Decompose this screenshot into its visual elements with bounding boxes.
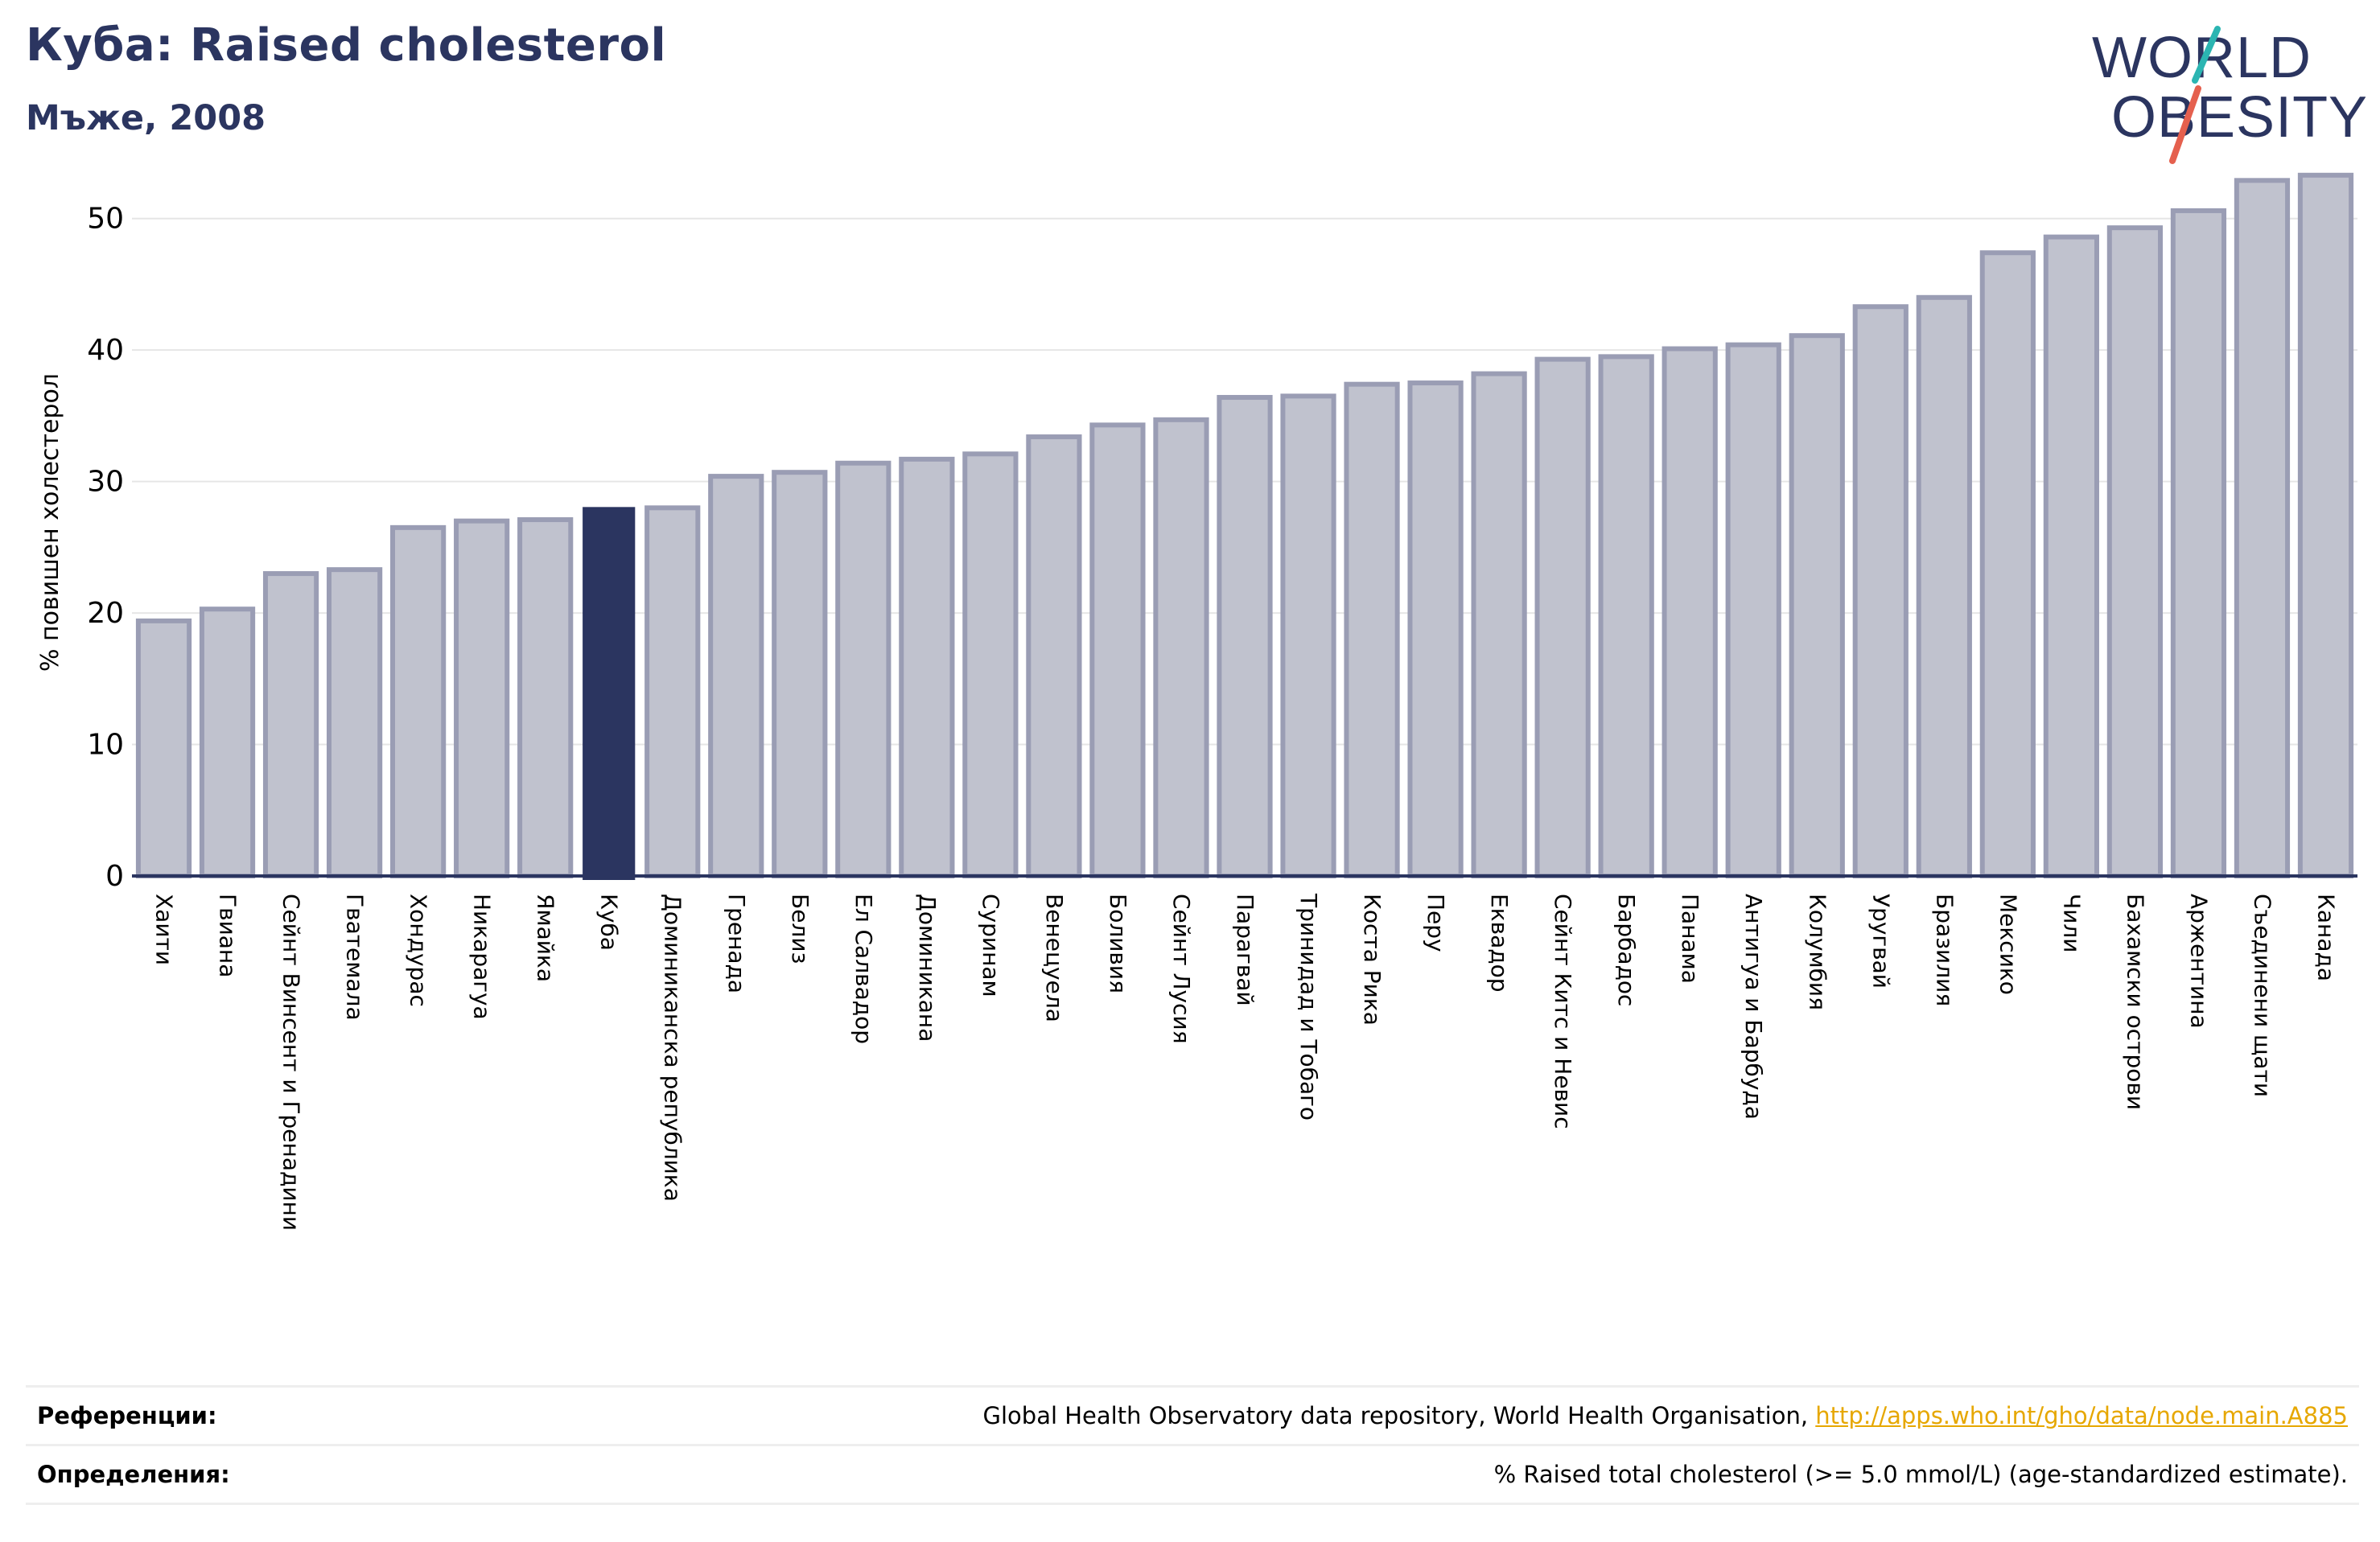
bar [708, 474, 764, 879]
bar [2234, 178, 2291, 879]
bar [2297, 172, 2354, 878]
y-tick-label: 10 [87, 729, 124, 762]
references-table: Референции: Global Health Observatory da… [26, 1385, 2359, 1505]
x-tick-label: Барбадос [1613, 894, 1640, 1006]
bar [454, 518, 510, 878]
logo-slash-coral [2169, 85, 2201, 164]
definitions-row: Определения: % Raised total cholesterol … [26, 1444, 2359, 1505]
x-tick-label: Гренада [723, 894, 750, 993]
references-row: Референции: Global Health Observatory da… [26, 1385, 2359, 1444]
bar [899, 456, 955, 878]
bar [1534, 356, 1591, 878]
x-tick-label: Венецуела [1041, 894, 1068, 1022]
x-tick-label: Белиз [787, 894, 813, 964]
x-tick-label: Перу [1423, 894, 1449, 952]
bar [1471, 371, 1527, 878]
bar [1344, 381, 1400, 878]
chart-title: Куба: Raised cholesterol [26, 19, 667, 72]
x-tick-label: Уругвай [1867, 894, 1894, 989]
bar [1916, 294, 1972, 878]
bar [517, 517, 574, 879]
x-tick-label: Сейнт Винсент и Гренадини [278, 894, 305, 1231]
bar [1280, 393, 1336, 878]
y-tick-label: 50 [87, 203, 124, 236]
y-axis-label: % повишен холестерол [36, 373, 64, 672]
x-tick-label: Бахамски острови [2122, 894, 2148, 1110]
world-obesity-logo: WORLD OBESITY [2092, 26, 2366, 164]
chart-subtitle: Мъже, 2008 [26, 98, 266, 138]
bar [1725, 342, 1781, 879]
bar [835, 460, 891, 878]
x-tick-label: Куба [596, 894, 623, 951]
x-tick-label: Еквадор [1486, 894, 1513, 993]
bar [1789, 333, 1845, 878]
bar-chart: 0 10 20 30 40 50 % повишен холестерол Хаити Гвиа… [36, 172, 2357, 1231]
x-tick-label: Ел Салвадор [850, 894, 877, 1044]
bar [1026, 434, 1082, 878]
bar [262, 571, 319, 879]
bar [326, 567, 383, 878]
bar [1089, 422, 1146, 878]
references-label: Референции: [37, 1402, 217, 1429]
x-tick-label: Чили [2058, 894, 2085, 953]
logo-line2: OBESITY [2111, 85, 2366, 150]
y-tick-label: 0 [105, 860, 124, 893]
y-tick-label: 30 [87, 466, 124, 499]
bar [1598, 354, 1654, 878]
bar-highlighted [583, 507, 636, 880]
x-tick-label: Мексико [1995, 894, 2021, 995]
x-tick-label: Колумбия [1804, 894, 1830, 1010]
x-tick-label: Доминикана [914, 894, 941, 1042]
x-tick-label: Боливия [1105, 894, 1131, 993]
x-tick-label: Коста Рика [1359, 894, 1386, 1026]
references-value: Global Health Observatory data repositor… [983, 1402, 2348, 1429]
x-tick-label: Антигуа и Барбуда [1740, 894, 1767, 1120]
x-tick-label: Бразилия [1931, 894, 1958, 1006]
x-tick-label: Никарагуа [469, 894, 496, 1020]
x-tick-label: Съединени щати [2249, 894, 2275, 1097]
logo-slash-teal [2192, 26, 2221, 84]
x-tick-label: Парагвай [1232, 894, 1258, 1006]
bar [1217, 395, 1273, 878]
definitions-label: Определения: [37, 1461, 230, 1488]
bar [2170, 208, 2227, 879]
x-tick-label: Суринам [978, 894, 1004, 997]
x-tick-label: Хондурас [406, 894, 432, 1007]
bar [1407, 380, 1464, 878]
bar [772, 470, 828, 878]
bar [2043, 234, 2099, 878]
bar [1852, 304, 1909, 878]
bar [962, 451, 1019, 878]
references-link[interactable]: http://apps.who.int/gho/data/node.main.A… [1815, 1402, 2348, 1429]
y-tick-label: 20 [87, 597, 124, 630]
bar [135, 618, 192, 878]
bar [199, 607, 256, 878]
x-tick-label: Хаити [151, 894, 178, 965]
x-tick-label: Гватемала [342, 894, 369, 1021]
y-tick-label: 40 [87, 334, 124, 367]
x-tick-label: Доминиканска република [660, 894, 686, 1202]
x-tick-label: Канада [2312, 894, 2339, 981]
x-tick-label: Сейнт Лусия [1168, 894, 1195, 1044]
references-text: Global Health Observatory data repositor… [982, 1402, 1816, 1429]
x-tick-label: Панама [1677, 894, 1703, 984]
x-tick-label: Ямайка [533, 894, 559, 982]
x-tick-label: Гвиана [215, 894, 241, 977]
bar [1153, 417, 1209, 878]
definitions-value: % Raised total cholesterol (>= 5.0 mmol/… [1493, 1461, 2348, 1488]
x-tick-label: Тринидад и Тобаго [1295, 893, 1322, 1121]
bar [390, 524, 447, 878]
bar [1661, 346, 1718, 878]
bar [2106, 225, 2164, 879]
x-tick-label: Сейнт Китс и Невис [1550, 894, 1576, 1129]
bar [1979, 250, 2036, 878]
bar [644, 505, 701, 878]
x-tick-label: Аржентина [2185, 894, 2212, 1029]
